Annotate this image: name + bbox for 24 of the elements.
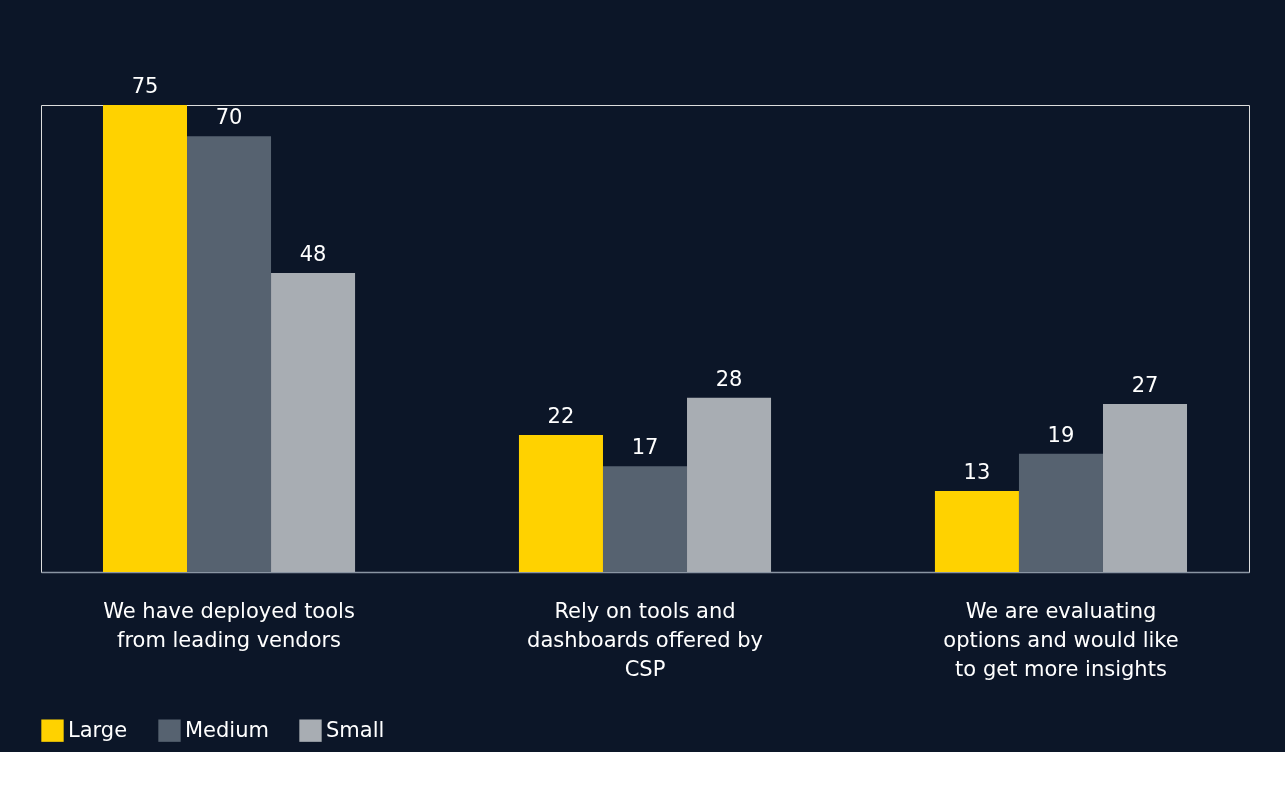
bar	[934, 491, 1019, 572]
x-tick-label: We are evaluating options and would like to get more insights	[943, 598, 1179, 681]
data-label: 70	[215, 105, 243, 130]
data-label: 22	[547, 404, 575, 429]
bar	[602, 466, 688, 572]
data-label: 75	[131, 74, 159, 98]
bar	[687, 397, 772, 572]
bar	[187, 136, 272, 572]
legend-label: Medium	[185, 717, 269, 742]
data-label: 13	[963, 460, 991, 485]
x-tick-label: Rely on tools and dashboards offered by CSP	[527, 598, 763, 681]
bar	[102, 105, 188, 572]
legend-label: Small	[326, 717, 385, 742]
data-label: 17	[631, 435, 659, 460]
bar	[1102, 403, 1188, 572]
data-label: 48	[299, 242, 327, 267]
data-label: 19	[1047, 422, 1075, 447]
x-tick-label: We have deployed tools from leading vendors	[103, 598, 355, 652]
bar	[271, 273, 356, 572]
legend-label: Large	[68, 717, 128, 742]
data-label: 28	[715, 366, 743, 391]
bar	[518, 435, 603, 572]
data-label: 27	[1131, 372, 1159, 397]
bar	[1018, 453, 1103, 572]
